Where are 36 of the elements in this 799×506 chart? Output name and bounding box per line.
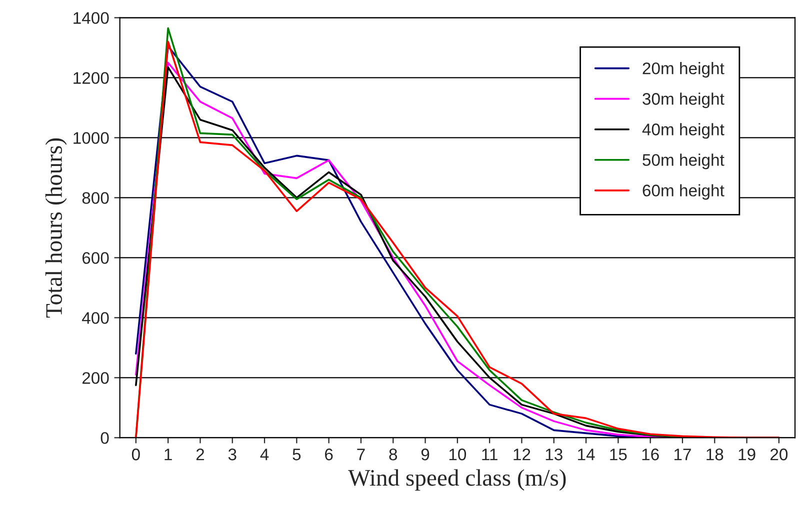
x-tick-label: 16 [642, 448, 659, 460]
x-tick-label: 2 [196, 448, 204, 460]
y-tick-label: 400 [82, 312, 109, 324]
x-tick-label: 19 [738, 448, 756, 460]
y-tick-label: 1200 [74, 72, 109, 84]
x-tick-label: 6 [325, 448, 333, 460]
y-tick-label: 600 [82, 252, 109, 264]
x-tick-label: 17 [674, 448, 691, 460]
x-tick-label: 8 [389, 448, 398, 460]
x-tick-label: 9 [421, 448, 430, 460]
legend-label: 40m height [642, 123, 724, 139]
x-tick-label: 18 [706, 448, 724, 460]
x-tick-label: 10 [449, 448, 466, 460]
x-tick-label: 0 [132, 448, 140, 460]
legend-label: 60m height [642, 184, 724, 200]
x-tick-label: 11 [482, 448, 498, 460]
x-tick-label: 4 [260, 448, 269, 460]
x-tick-label: 1 [164, 448, 172, 460]
y-tick-label: 0 [100, 432, 109, 444]
x-tick-label: 14 [578, 448, 595, 460]
legend-label: 20m height [642, 62, 724, 78]
x-tick-label: 5 [292, 448, 301, 460]
y-axis-title: Total hours (hours) [45, 138, 67, 318]
x-tick-label: 12 [514, 448, 530, 460]
x-axis-title: Wind speed class (m/s) [348, 469, 566, 491]
legend-label: 50m height [642, 154, 724, 170]
x-tick-label: 7 [357, 448, 365, 460]
y-tick-label: 1000 [74, 132, 109, 144]
legend-label: 30m height [642, 92, 724, 108]
x-tick-label: 15 [610, 448, 627, 460]
x-tick-label: 20 [770, 448, 788, 460]
x-tick-label: 3 [228, 448, 236, 460]
y-tick-label: 1400 [74, 12, 109, 24]
y-tick-label: 800 [82, 192, 109, 204]
y-tick-label: 200 [82, 372, 109, 384]
x-tick-label: 13 [546, 448, 562, 460]
